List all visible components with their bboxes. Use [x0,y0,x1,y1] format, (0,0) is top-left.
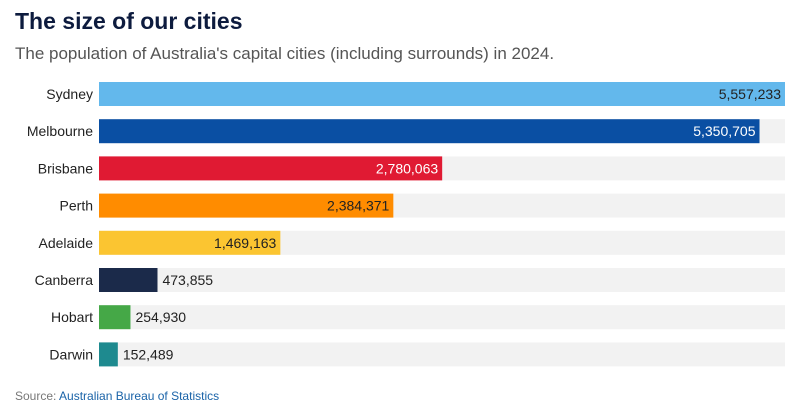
category-label-melbourne: Melbourne [27,123,93,139]
chart-title: The size of our cities [15,8,243,34]
bar-brisbane [99,156,443,181]
bar-sydney [99,82,785,106]
category-label-canberra: Canberra [35,272,94,288]
value-label-sydney: 5,557,233 [719,86,781,102]
bar-adelaide [99,230,281,255]
bar-melbourne [99,119,760,144]
category-label-perth: Perth [60,198,93,214]
value-label-melbourne: 5,350,705 [693,123,755,139]
bar-perth [99,193,394,218]
category-label-sydney: Sydney [46,86,93,102]
bar-hobart [99,305,131,330]
value-label-canberra: 473,855 [162,272,213,288]
value-label-adelaide: 1,469,163 [214,235,276,251]
bar-track-hobart [99,305,785,330]
value-label-perth: 2,384,371 [327,198,389,214]
value-label-hobart: 254,930 [135,309,186,325]
category-label-adelaide: Adelaide [39,235,94,251]
source-label: Source: [15,389,57,403]
category-label-hobart: Hobart [51,309,93,325]
value-label-brisbane: 2,780,063 [376,160,438,176]
category-label-brisbane: Brisbane [38,160,93,176]
source-link[interactable]: Australian Bureau of Statistics [59,389,220,403]
category-label-darwin: Darwin [49,346,93,362]
chart-subtitle: The population of Australia's capital ci… [15,44,555,63]
bar-track-darwin [99,342,785,367]
bar-chart: Sydney 5,557,233 Melbourne 5,350,705 Brisban… [27,82,785,367]
bar-track-canberra [99,268,785,292]
bar-canberra [99,268,158,292]
source-note: Source: Australian Bureau of Statistics [15,389,219,403]
bar-darwin [99,342,118,367]
value-label-darwin: 152,489 [123,346,174,362]
